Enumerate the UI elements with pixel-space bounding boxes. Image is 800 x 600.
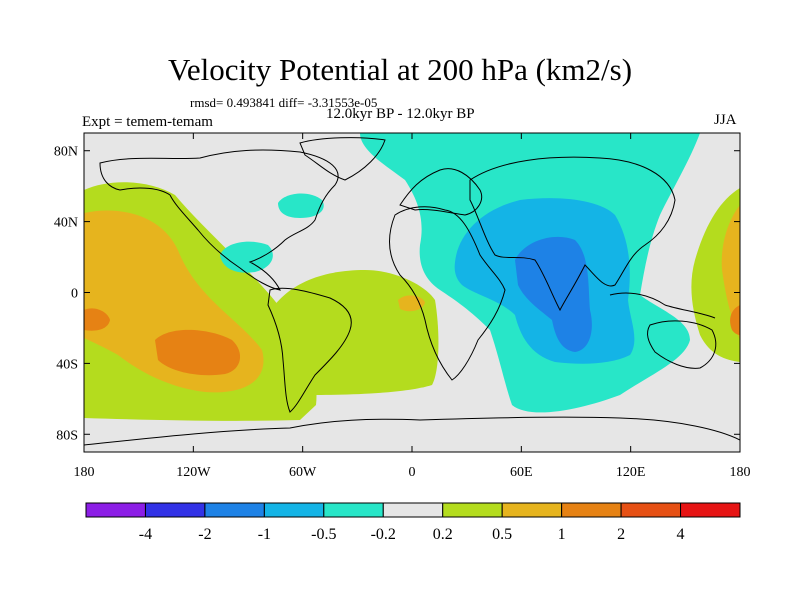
colorbar-swatch [680, 502, 741, 518]
colorbar-label: -0.5 [311, 526, 336, 543]
coastline-australia [647, 320, 717, 369]
colorbar-swatch [382, 502, 444, 518]
contour-atlantic-pos05 [398, 295, 425, 312]
colorbar-swatch [85, 502, 146, 518]
x-tick-label: 120W [176, 465, 211, 480]
x-tick-label: 120E [616, 465, 646, 480]
colorbar-label: 2 [617, 526, 625, 543]
x-tick-label: 180 [74, 465, 95, 480]
colorbar: -4 -2 -1 -0.5 -0.2 0.2 0.5 1 2 4 [85, 502, 741, 543]
coastline-asia [469, 156, 676, 312]
colorbar-label: 0.2 [433, 526, 453, 543]
colorbar-swatch [620, 502, 682, 518]
colorbar-label: -2 [198, 526, 211, 543]
colorbar-label: 1 [558, 526, 566, 543]
y-tick-label: 0 [71, 287, 78, 302]
y-tick-label: 40S [56, 357, 78, 372]
coastline-north-america [99, 149, 339, 291]
coastline-antarctica [84, 416, 740, 446]
contour-pacific-pos1a [155, 329, 241, 376]
contour-pacific-pos1b [84, 308, 110, 331]
colorbar-swatch [263, 502, 325, 518]
map-panel: 180 120W 60W 0 60E 120E 180 80N 40N 0 40S 80S [54, 132, 751, 480]
colorbar-swatch [204, 502, 265, 518]
contour-na-neg02 [278, 193, 324, 218]
coastline-africa [389, 206, 506, 381]
coastline-greenland [299, 137, 386, 181]
colorbar-label: -1 [258, 526, 271, 543]
colorbar-label: 4 [677, 526, 685, 543]
colorbar-swatch [501, 502, 563, 518]
experiment-label: Expt = temem-temam [82, 114, 213, 130]
colorbar-swatch [144, 502, 206, 518]
period-text: 12.0kyr BP - 12.0kyr BP [326, 106, 475, 122]
y-tick-label: 40N [54, 216, 78, 231]
coastlines [84, 137, 740, 446]
colorbar-swatch [442, 502, 503, 518]
x-tick-label: 180 [730, 465, 751, 480]
y-tick-label: 80S [56, 428, 78, 443]
y-axis: 80N 40N 0 40S 80S [54, 145, 740, 443]
contour-caribbean-neg02 [220, 241, 273, 273]
season-label: JJA [714, 112, 737, 128]
colorbar-swatch [561, 502, 622, 518]
coastline-south-america [267, 287, 352, 413]
y-tick-label: 80N [54, 145, 78, 160]
colorbar-label: -4 [139, 526, 152, 543]
contour-fills [84, 133, 740, 421]
x-tick-label: 0 [409, 465, 416, 480]
contour-westpac-pos1 [730, 305, 740, 335]
colorbar-label: 0.5 [492, 526, 512, 543]
contour-asia-neg1 [515, 236, 592, 352]
stats-text: rmsd= 0.493841 diff= -3.31553e-05 [190, 95, 378, 110]
colorbar-swatch [323, 502, 384, 518]
x-tick-label: 60E [510, 465, 533, 480]
contour-atlantic-pos02 [268, 270, 439, 395]
x-tick-label: 60W [289, 465, 317, 480]
coastline-indonesia [609, 292, 716, 319]
contour-westpac-pos05 [721, 205, 740, 340]
colorbar-label: -0.2 [371, 526, 396, 543]
x-axis: 180 120W 60W 0 60E 120E 180 [74, 133, 751, 480]
coastline-europe [399, 168, 483, 216]
map-title: Velocity Potential at 200 hPa (km2/s) [167, 52, 633, 87]
